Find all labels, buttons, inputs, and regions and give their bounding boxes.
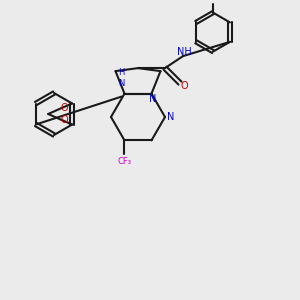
Text: H
N: H N bbox=[118, 68, 125, 88]
Text: O: O bbox=[60, 115, 68, 125]
Text: O: O bbox=[181, 81, 188, 91]
Text: CF₃: CF₃ bbox=[206, 0, 220, 1]
Text: O: O bbox=[60, 103, 68, 113]
Text: CF₃: CF₃ bbox=[118, 157, 131, 166]
Text: N: N bbox=[167, 112, 174, 122]
Text: N: N bbox=[149, 94, 157, 104]
Text: NH: NH bbox=[177, 46, 192, 57]
